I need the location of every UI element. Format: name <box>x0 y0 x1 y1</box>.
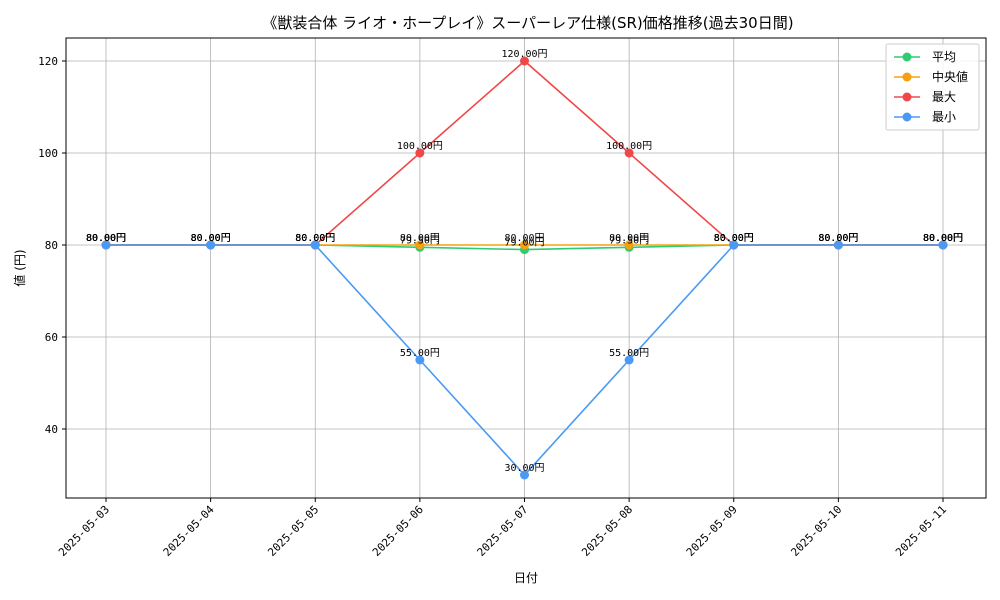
series-point <box>415 240 425 250</box>
x-tick-label: 2025-05-07 <box>475 503 531 559</box>
y-axis-ticks: 40 60 80 100 120 <box>38 55 66 436</box>
legend-marker <box>902 52 912 62</box>
x-tick-label: 2025-05-09 <box>684 503 740 559</box>
series-point <box>415 148 425 158</box>
data-label: 80.00円 <box>295 233 335 244</box>
x-tick-label: 2025-05-08 <box>579 503 635 559</box>
series-lines <box>101 56 948 480</box>
data-label: 80.00円 <box>818 233 858 244</box>
data-label: 80.00円 <box>295 233 335 244</box>
legend-label: 平均 <box>932 50 956 64</box>
data-label: 79.50円 <box>609 235 649 246</box>
data-label: 80.00円 <box>923 233 963 244</box>
data-label: 80.00円 <box>714 233 754 244</box>
data-label: 80.00円 <box>191 233 231 244</box>
series-point <box>310 240 320 250</box>
x-tick-label: 2025-05-06 <box>370 503 426 559</box>
series-point <box>101 240 111 250</box>
legend-label: 最小 <box>932 110 956 124</box>
data-label: 80.00円 <box>818 233 858 244</box>
x-tick-label: 2025-05-03 <box>56 503 112 559</box>
data-label: 80.00円 <box>714 233 754 244</box>
series-point <box>624 240 634 250</box>
series-point <box>520 56 529 66</box>
data-label: 55.00円 <box>609 348 649 359</box>
data-label: 80.00円 <box>191 233 231 244</box>
data-label: 80.00円 <box>400 233 440 244</box>
x-tick-label: 2025-05-11 <box>893 503 949 559</box>
data-label: 100.00円 <box>606 141 652 152</box>
data-label: 80.00円 <box>714 233 754 244</box>
data-label: 80.00円 <box>609 233 649 244</box>
legend-label: 中央値 <box>932 69 968 84</box>
chart-title: 《獣装合体 ライオ・ホープレイ》スーパーレア仕様(SR)価格推移(過去30日間) <box>262 14 793 32</box>
data-label: 80.00円 <box>295 233 335 244</box>
data-label: 80.00円 <box>923 233 963 244</box>
data-label: 80.00円 <box>191 233 231 244</box>
data-label: 80.00円 <box>923 233 963 244</box>
y-tick-label: 80 <box>45 239 58 252</box>
series-point <box>415 355 425 365</box>
legend-marker <box>902 112 912 122</box>
legend-marker <box>902 92 912 102</box>
data-label: 80.00円 <box>86 233 126 244</box>
series-point <box>520 470 529 480</box>
data-label: 80.00円 <box>86 233 126 244</box>
data-label: 80.00円 <box>923 233 963 244</box>
series-point <box>729 240 739 250</box>
series-point <box>520 240 529 250</box>
x-axis-label: 日付 <box>514 571 538 585</box>
data-label: 80.00円 <box>191 233 231 244</box>
series-point <box>833 240 843 250</box>
legend-box <box>885 43 980 131</box>
data-label: 55.00円 <box>400 348 440 359</box>
data-label: 80.00円 <box>818 233 858 244</box>
series-point <box>624 355 634 365</box>
x-tick-label: 2025-05-10 <box>788 503 844 559</box>
y-tick-label: 100 <box>38 147 58 160</box>
legend-label: 最大 <box>932 90 956 104</box>
series-point <box>206 240 216 250</box>
y-axis-label: 値 (円) <box>12 249 27 286</box>
y-tick-label: 40 <box>45 423 58 436</box>
x-tick-label: 2025-05-04 <box>161 503 217 559</box>
data-label: 80.00円 <box>295 233 335 244</box>
y-tick-label: 120 <box>38 55 58 68</box>
plot-area-frame <box>65 37 987 499</box>
grid <box>66 38 986 498</box>
data-label: 79.50円 <box>400 235 440 246</box>
legend-marker <box>902 72 912 82</box>
data-label: 80.00円 <box>86 233 126 244</box>
data-label: 120.00円 <box>501 49 547 60</box>
y-tick-label: 60 <box>45 331 58 344</box>
data-label: 80.00円 <box>818 233 858 244</box>
x-axis-ticks: 2025-05-03 2025-05-04 2025-05-05 2025-05-06… <box>56 498 949 559</box>
series-point <box>624 148 634 158</box>
data-label: 80.00円 <box>86 233 126 244</box>
data-label: 80.00円 <box>504 233 544 244</box>
data-label: 30.00円 <box>504 463 544 474</box>
data-label: 80.00円 <box>714 233 754 244</box>
data-label: 79.00円 <box>504 238 544 249</box>
series-point <box>938 240 948 250</box>
x-tick-label: 2025-05-05 <box>265 503 321 559</box>
data-label: 100.00円 <box>397 141 443 152</box>
data-labels: 80.00円 80.00円 80.00円 79.50円 79.00円 79.50円 80.0… <box>86 49 963 474</box>
